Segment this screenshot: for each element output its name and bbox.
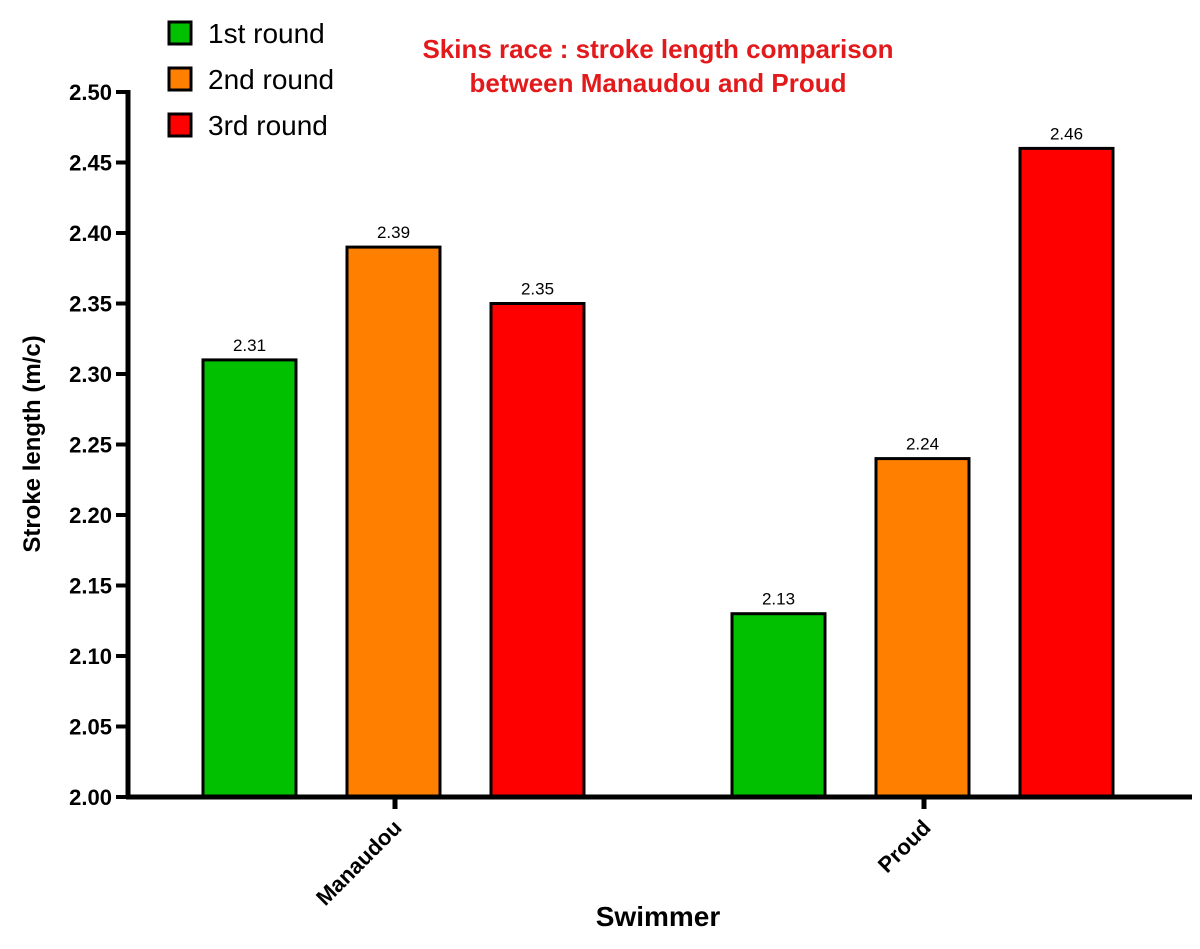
y-tick-label-7: 2.35 <box>69 292 112 317</box>
x-tick-label-manaudou: Manaudou <box>311 815 406 910</box>
legend-swatch-2 <box>167 66 193 92</box>
legend-label-1: 1st round <box>208 18 325 49</box>
bar-manaudou-3 <box>489 302 586 799</box>
data-label-proud-3: 2.46 <box>1050 124 1083 143</box>
y-tick-label-1: 2.05 <box>69 715 112 740</box>
legend: 1st round 2nd round 3rd round <box>167 18 334 141</box>
y-tick-label-3: 2.15 <box>69 574 112 599</box>
chart-title-line-2: between Manaudou and Proud <box>469 68 846 98</box>
bar-proud-3 <box>1018 146 1115 799</box>
bar-manaudou-2 <box>345 245 442 799</box>
y-tick-label-8: 2.40 <box>69 221 112 246</box>
chart-title-line-1: Skins race : stroke length comparison <box>422 34 893 64</box>
bars: 2.31 2.39 2.35 2.13 2.24 2.46 <box>201 124 1115 799</box>
legend-swatch-1 <box>167 20 193 46</box>
y-tick-label-9: 2.45 <box>69 151 112 176</box>
data-label-proud-2: 2.24 <box>906 435 939 454</box>
bar-proud-2 <box>874 457 971 799</box>
legend-swatch-3 <box>167 112 193 138</box>
y-tick-label-10: 2.50 <box>69 80 112 105</box>
chart-title: Skins race : stroke length comparison bet… <box>422 34 893 98</box>
y-tick-label-2: 2.10 <box>69 644 112 669</box>
y-tick-label-0: 2.00 <box>69 785 112 810</box>
x-tick-label-proud: Proud <box>873 815 936 878</box>
data-label-manaudou-3: 2.35 <box>521 280 554 299</box>
bar-manaudou-1 <box>201 358 298 799</box>
y-tick-label-5: 2.25 <box>69 433 112 458</box>
y-axis: 2.00 2.05 2.10 2.15 2.20 2.25 2.30 2.35 2.40 2.45… <box>69 80 131 810</box>
bar-proud-1 <box>730 612 827 799</box>
y-tick-label-4: 2.20 <box>69 503 112 528</box>
y-axis-title: Stroke length (m/c) <box>19 335 46 552</box>
y-tick-label-6: 2.30 <box>69 362 112 387</box>
data-label-proud-1: 2.13 <box>762 590 795 609</box>
x-axis-title: Swimmer <box>596 901 721 932</box>
data-label-manaudou-2: 2.39 <box>377 223 410 242</box>
legend-label-2: 2nd round <box>208 64 334 95</box>
x-axis: Manaudou Proud <box>126 794 1192 910</box>
legend-label-3: 3rd round <box>208 110 328 141</box>
data-label-manaudou-1: 2.31 <box>233 336 266 355</box>
